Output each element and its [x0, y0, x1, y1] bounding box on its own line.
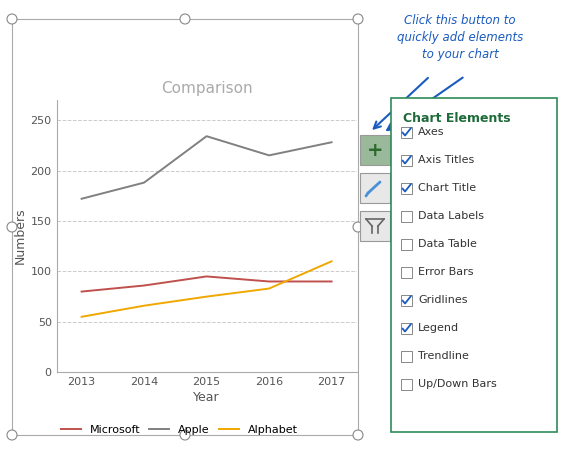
- Bar: [401, 379, 412, 390]
- Text: Chart Elements: Chart Elements: [403, 112, 511, 125]
- Bar: [360, 211, 390, 241]
- Circle shape: [7, 14, 17, 24]
- Text: Up/Down Bars: Up/Down Bars: [418, 379, 497, 389]
- FancyBboxPatch shape: [391, 98, 557, 432]
- Bar: [401, 350, 412, 361]
- Text: Axes: Axes: [418, 127, 444, 137]
- Legend: Microsoft, Apple, Alphabet: Microsoft, Apple, Alphabet: [57, 420, 302, 439]
- X-axis label: Year: Year: [193, 391, 220, 405]
- Circle shape: [7, 430, 17, 440]
- Text: Error Bars: Error Bars: [418, 267, 474, 277]
- Bar: [401, 295, 412, 306]
- Bar: [401, 154, 412, 166]
- Bar: [401, 127, 412, 138]
- Text: +: +: [367, 140, 383, 159]
- Bar: [401, 322, 412, 334]
- Circle shape: [353, 14, 363, 24]
- Bar: [360, 135, 390, 165]
- Text: Gridlines: Gridlines: [418, 295, 468, 305]
- Bar: [360, 173, 390, 203]
- Text: Legend: Legend: [418, 323, 459, 333]
- Circle shape: [353, 430, 363, 440]
- Y-axis label: Numbers: Numbers: [14, 208, 27, 264]
- Bar: [401, 266, 412, 277]
- Bar: [12, 19, 358, 435]
- Text: Data Labels: Data Labels: [418, 211, 484, 221]
- Title: Comparison: Comparison: [161, 81, 252, 96]
- Text: Click this button to
quickly add elements
to your chart: Click this button to quickly add element…: [397, 14, 523, 61]
- Text: Data Table: Data Table: [418, 239, 477, 249]
- Text: Trendline: Trendline: [418, 351, 469, 361]
- Circle shape: [353, 222, 363, 232]
- Circle shape: [7, 222, 17, 232]
- Circle shape: [180, 14, 190, 24]
- Bar: [401, 183, 412, 193]
- Text: Axis Titles: Axis Titles: [418, 155, 474, 165]
- Circle shape: [180, 430, 190, 440]
- Bar: [401, 238, 412, 250]
- Text: Chart Title: Chart Title: [418, 183, 476, 193]
- Bar: [401, 211, 412, 222]
